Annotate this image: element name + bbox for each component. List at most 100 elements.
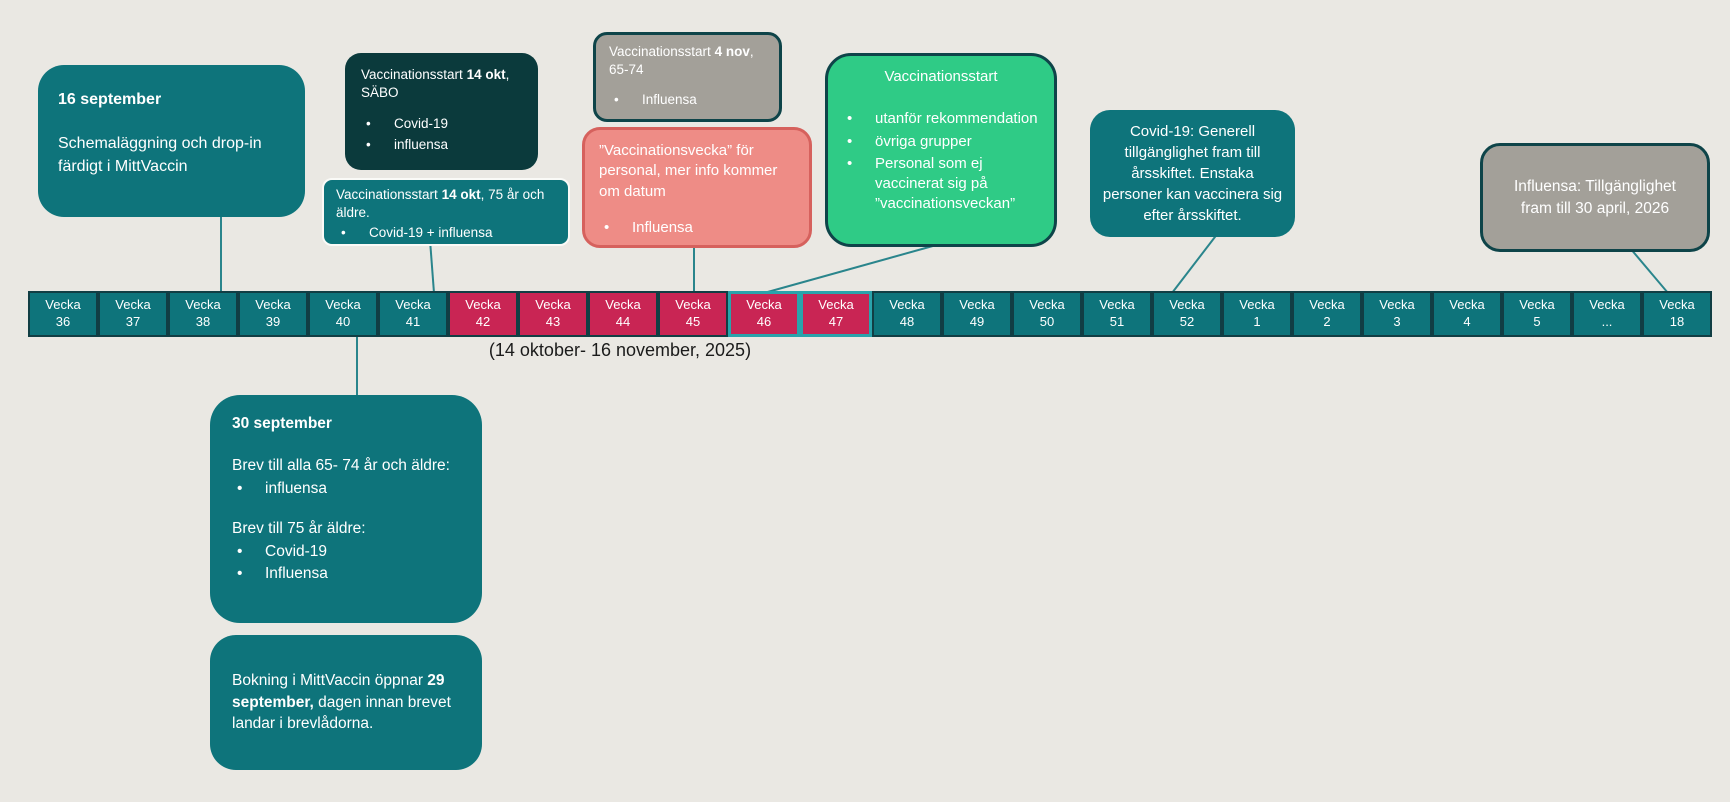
week-number: 37 <box>125 314 141 329</box>
bullet-row: • utanför rekommendation <box>842 109 1040 129</box>
lead-date: 14 okt <box>441 187 481 202</box>
week-cell-4: Vecka 4 <box>1432 291 1502 337</box>
bullet-icon: • <box>237 542 243 560</box>
bullet-row: • övriga grupper <box>842 132 1040 152</box>
week-cell-3: Vecka 3 <box>1362 291 1432 337</box>
week-label: Vecka <box>818 297 854 313</box>
bullet-text: Covid-19 <box>394 116 449 132</box>
week-number: 42 <box>475 314 491 329</box>
week-label: Vecka <box>465 297 501 313</box>
week-number: 46 <box>756 314 772 329</box>
callout-16-september: 16 september Schemaläggning och drop-in … <box>38 65 305 217</box>
week-number: 41 <box>405 314 421 329</box>
bullet-text: influensa <box>394 136 449 152</box>
week-cell-39: Vecka 39 <box>238 291 308 337</box>
week-label: Vecka <box>1239 297 1275 313</box>
callout-body: Bokning i MittVaccin öppnar 29 september… <box>232 670 460 735</box>
week-cell-47: Vecka 47 <box>800 291 872 337</box>
lead-text: Vaccinationsstart <box>609 44 715 59</box>
week-cell-36: Vecka 36 <box>28 291 98 337</box>
week-label: Vecka <box>1309 297 1345 313</box>
timeline-row: Vecka 36 Vecka 37 Vecka 38 Vecka 39 Vecka 40 Vecka… <box>28 291 1712 337</box>
week-cell-41: Vecka 41 <box>378 291 448 337</box>
bullet-icon: • <box>366 136 371 152</box>
callout-bokning: Bokning i MittVaccin öppnar 29 september… <box>210 635 482 770</box>
week-cell-49: Vecka 49 <box>942 291 1012 337</box>
week-cell-43: Vecka 43 <box>518 291 588 337</box>
week-label: Vecka <box>535 297 571 313</box>
week-number: 43 <box>545 314 561 329</box>
week-cell-48: Vecka 48 <box>872 291 942 337</box>
lead-text: Vaccinationsstart <box>361 67 467 82</box>
callout-lead: Vaccinationsstart 4 nov, 65-74 <box>609 43 766 79</box>
week-label: Vecka <box>1659 297 1695 313</box>
bullet-icon: • <box>366 116 371 132</box>
week-number: 38 <box>195 314 211 329</box>
week-number: 4 <box>1463 314 1471 329</box>
week-label: Vecka <box>255 297 291 313</box>
week-number: 47 <box>828 314 844 329</box>
body-tail: dagen innan brevet landar i brevlådorna. <box>232 693 451 733</box>
callout-covid-tillganglighet: Covid-19: Generell tillgänglighet fram t… <box>1090 110 1295 237</box>
week-label: Vecka <box>959 297 995 313</box>
week-cell-2: Vecka 2 <box>1292 291 1362 337</box>
spacer <box>232 501 460 519</box>
bullet-text: Covid-19 + influensa <box>369 225 493 241</box>
callout-paragraph: Brev till 75 år äldre: <box>232 520 366 538</box>
bullet-row: • Personal som ej vaccinerat sig på ”vacc… <box>842 154 1040 215</box>
week-label: Vecka <box>1379 297 1415 313</box>
week-label: Vecka <box>45 297 81 313</box>
week-cell-44: Vecka 44 <box>588 291 658 337</box>
week-number: 50 <box>1039 314 1055 329</box>
week-cell-...: Vecka... <box>1572 291 1642 337</box>
bullet-icon: • <box>237 479 243 497</box>
week-label: Vecka <box>1449 297 1485 313</box>
callout-body: Influensa: Tillgänglighet fram till 30 a… <box>1513 177 1676 217</box>
week-label: Vecka <box>325 297 361 313</box>
bullet-row: • Covid-19 + influensa <box>336 224 556 242</box>
callout-body: ”Vaccinationsvecka” för personal, mer in… <box>599 142 778 200</box>
timeline-caption: (14 oktober- 16 november, 2025) <box>488 340 752 360</box>
lead-text: Vaccinationsstart <box>336 187 442 202</box>
week-number: 1 <box>1253 314 1261 329</box>
week-cell-50: Vecka 50 <box>1012 291 1082 337</box>
week-label: Vecka <box>1099 297 1135 313</box>
week-cell-40: Vecka 40 <box>308 291 378 337</box>
connector-okt75-to-week42 <box>429 239 435 294</box>
week-label: Vecka <box>395 297 431 313</box>
lead-date: 4 nov <box>714 44 750 59</box>
lead-tail: , 75 år och äldre. <box>336 187 545 221</box>
week-label: Vecka <box>675 297 711 313</box>
callout-title: 16 september <box>58 91 162 108</box>
week-number: 2 <box>1323 314 1331 329</box>
week-cell-1: Vecka 1 <box>1222 291 1292 337</box>
week-label: Vecka <box>889 297 925 313</box>
week-cell-38: Vecka 38 <box>168 291 238 337</box>
bullet-icon: • <box>847 132 853 150</box>
bullet-text: Influensa <box>265 565 328 583</box>
week-number: 39 <box>265 314 281 329</box>
week-number: 5 <box>1533 314 1541 329</box>
week-cell-18: Vecka 18 <box>1642 291 1712 337</box>
bullet-text: övriga grupper <box>875 132 972 150</box>
bullet-row: • Influensa <box>609 91 766 109</box>
bullet-text: Influensa <box>642 92 697 108</box>
week-number: ... <box>1601 314 1613 329</box>
callout-lead: Vaccinationsstart 14 okt, SÄBO <box>361 66 522 102</box>
week-number: 45 <box>685 314 701 329</box>
week-cell-42: Vecka 42 <box>448 291 518 337</box>
week-number: 52 <box>1179 314 1195 329</box>
callout-body: Covid-19: Generell tillgänglighet fram t… <box>1102 123 1283 224</box>
week-number: 3 <box>1393 314 1401 329</box>
lead-date: 14 okt <box>466 67 506 82</box>
callout-body: Schemaläggning och drop-in färdigt i Mit… <box>58 135 262 175</box>
week-number: 36 <box>55 314 71 329</box>
week-label: Vecka <box>746 297 782 313</box>
week-label: Vecka <box>1589 297 1625 313</box>
bullet-row: • Influensa <box>232 564 460 584</box>
bullet-icon: • <box>341 225 346 241</box>
week-label: Vecka <box>115 297 151 313</box>
bullet-row: • Covid-19 <box>232 542 460 562</box>
